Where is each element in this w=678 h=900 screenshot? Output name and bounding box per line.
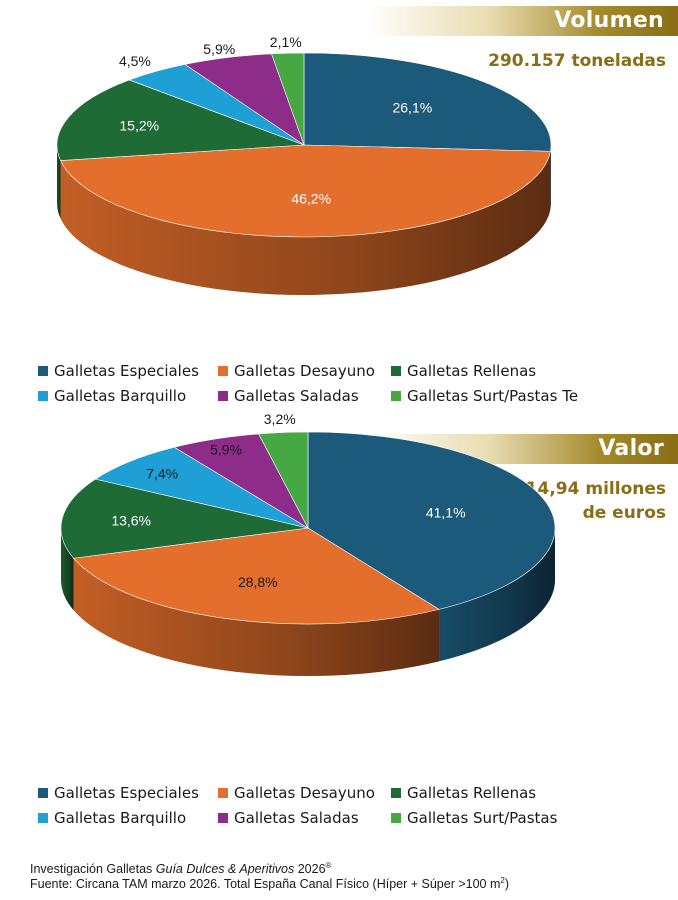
pie-slice-galletas-desayuno xyxy=(60,144,551,238)
footer-line-1: Investigación Galletas Guía Dulces & Ape… xyxy=(30,860,332,876)
legend-label: Galletas Surt/Pastas xyxy=(407,808,558,827)
data-label: 3,2% xyxy=(264,411,296,427)
data-label: 5,9% xyxy=(203,41,235,57)
data-label: 46,2% xyxy=(291,190,331,206)
pie-slice-side-galletas-desayuno xyxy=(60,151,551,296)
pie-slice-galletas-especiales xyxy=(303,52,552,152)
legend-swatch xyxy=(38,812,48,823)
footer-line-2: Fuente: Circana TAM marzo 2026. Total Es… xyxy=(30,875,509,891)
pie-slice-side-galletas-rellenas xyxy=(61,528,74,611)
legend-label: Galletas Rellenas xyxy=(407,361,537,380)
volumen-pie-chart: 26,1% 46,2% 15,2% 4,5% 5,9% 2,1% xyxy=(56,34,552,296)
data-label: 15,2% xyxy=(119,117,159,133)
legend-item: Galletas Desayuno xyxy=(218,362,391,380)
legend-item: Galletas Barquillo xyxy=(38,387,218,405)
pie-slice-galletas-surt-pastas xyxy=(258,431,309,529)
pie-slice-galletas-rellenas xyxy=(56,79,305,161)
legend-label: Galletas Barquillo xyxy=(54,808,187,827)
legend-swatch xyxy=(218,365,228,376)
data-label: 5,9% xyxy=(210,442,242,458)
legend-swatch xyxy=(218,812,228,823)
legend-label: Galletas Desayuno xyxy=(234,783,375,802)
legend-swatch xyxy=(391,787,401,798)
chart-subtitle: 290.157 toneladas xyxy=(488,49,666,73)
legend-swatch xyxy=(38,365,48,376)
legend-label: Galletas Desayuno xyxy=(234,361,375,380)
legend-swatch xyxy=(38,390,48,401)
legend-row: Galletas Especiales Galletas Desayuno Gall… xyxy=(38,780,658,805)
source-note: Investigación Galletas Guía Dulces & Ape… xyxy=(30,860,509,892)
pie-slice-galletas-rellenas xyxy=(60,478,309,559)
legend-item: Galletas Saladas xyxy=(218,387,391,405)
legend-item: Galletas Saladas xyxy=(218,809,391,827)
volumen-legend: Galletas Especiales Galletas Desayuno Gall… xyxy=(38,358,658,408)
chart-title: Valor xyxy=(598,436,664,461)
legend-row: Galletas Barquillo Galletas Saladas Gallet… xyxy=(38,383,658,408)
valor-pie-chart: 41,1% 28,8% 13,6% 7,4% 5,9% 3,2% xyxy=(60,411,556,676)
legend-item: Galletas Especiales xyxy=(38,784,218,802)
volumen-banner: Volumen xyxy=(365,6,678,36)
legend-swatch xyxy=(218,390,228,401)
legend-item: Galletas Surt/Pastas xyxy=(391,809,557,827)
legend-swatch xyxy=(391,390,401,401)
legend-label: Galletas Especiales xyxy=(54,361,199,380)
legend-row: Galletas Barquillo Galletas Saladas Gallet… xyxy=(38,805,658,830)
pie-slice-side-galletas-especiales xyxy=(550,145,551,210)
pie-slice-side-galletas-especiales xyxy=(439,528,555,662)
pie-slice-galletas-especiales xyxy=(307,431,556,610)
chart-title: Volumen xyxy=(554,8,664,33)
pie-slice-galletas-desayuno xyxy=(72,527,440,625)
data-label: 28,8% xyxy=(238,574,278,590)
legend-row: Galletas Especiales Galletas Desayuno Gall… xyxy=(38,358,658,383)
pie-slice-side-galletas-rellenas xyxy=(57,145,61,219)
data-label: 7,4% xyxy=(146,465,178,481)
data-label: 26,1% xyxy=(392,99,432,115)
legend-swatch xyxy=(218,787,228,798)
legend-label: Galletas Saladas xyxy=(234,808,359,827)
pie-side-walls xyxy=(61,528,555,676)
legend-item: Galletas Especiales xyxy=(38,362,218,380)
legend-item: Galletas Rellenas xyxy=(391,362,536,380)
volume-total: 290.157 toneladas xyxy=(488,51,666,71)
legend-swatch xyxy=(391,365,401,376)
legend-swatch xyxy=(391,812,401,823)
legend-item: Galletas Surt/Pastas Te xyxy=(391,387,578,405)
legend-item: Galletas Rellenas xyxy=(391,784,536,802)
legend-label: Galletas Barquillo xyxy=(54,386,187,405)
pie-slice-galletas-barquillo xyxy=(94,446,309,529)
data-label: 2,1% xyxy=(270,34,302,50)
valor-legend: Galletas Especiales Galletas Desayuno Gall… xyxy=(38,780,658,830)
value-total-line2: de euros xyxy=(582,503,666,523)
legend-swatch xyxy=(38,787,48,798)
pie-slice-galletas-surt-pastas-te xyxy=(271,52,305,146)
legend-item: Galletas Barquillo xyxy=(38,809,218,827)
pie-side-walls xyxy=(57,145,551,296)
data-label: 13,6% xyxy=(111,513,151,529)
data-label: 41,1% xyxy=(426,505,466,521)
legend-label: Galletas Rellenas xyxy=(407,783,537,802)
legend-label: Galletas Surt/Pastas Te xyxy=(407,386,579,405)
legend-label: Galletas Especiales xyxy=(54,783,199,802)
pie-slice-side-galletas-desayuno xyxy=(73,558,440,676)
legend-item: Galletas Desayuno xyxy=(218,784,391,802)
legend-label: Galletas Saladas xyxy=(234,386,359,405)
data-label: 4,5% xyxy=(119,53,151,69)
